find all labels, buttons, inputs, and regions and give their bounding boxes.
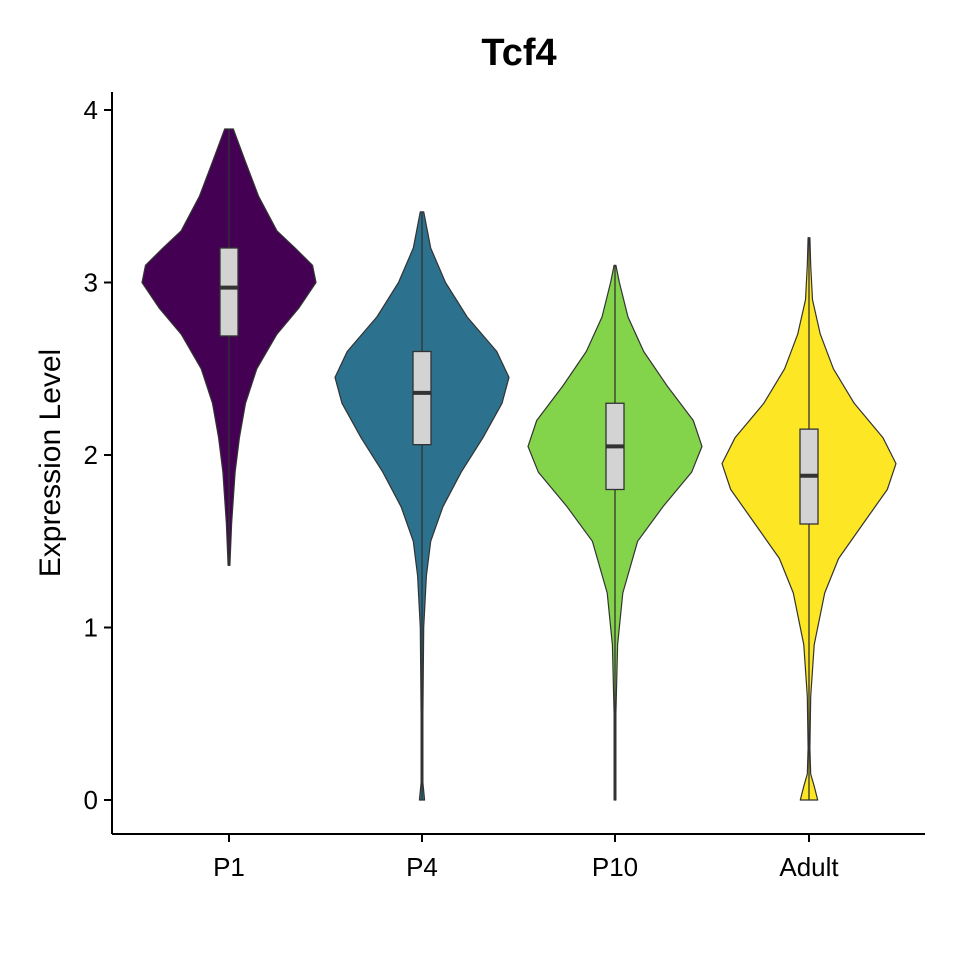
- violin-p1: [141, 128, 317, 566]
- y-tick-label-2: 2: [84, 440, 98, 470]
- y-tick-label-4: 4: [84, 95, 98, 125]
- box-p1: [219, 247, 239, 337]
- x-tick-label-p1: P1: [213, 852, 245, 882]
- violin-adult: [721, 237, 897, 801]
- x-tick-label-p10: P10: [592, 852, 638, 882]
- x-tick-label-p4: P4: [406, 852, 438, 882]
- violin-group: [141, 128, 897, 801]
- y-tick-label-1: 1: [84, 613, 98, 643]
- box-p4: [412, 350, 432, 446]
- chart-title: Tcf4: [481, 32, 556, 74]
- x-tick-label-adult: Adult: [779, 852, 839, 882]
- y-tick-label-3: 3: [84, 268, 98, 298]
- y-axis-label: Expression Level: [34, 349, 67, 577]
- violin-p10: [527, 264, 703, 801]
- axes-group: 0 1 2 3 4 P1 P4 P10 Adult: [84, 92, 925, 882]
- y-tick-label-0: 0: [84, 785, 98, 815]
- violin-p4: [334, 211, 510, 801]
